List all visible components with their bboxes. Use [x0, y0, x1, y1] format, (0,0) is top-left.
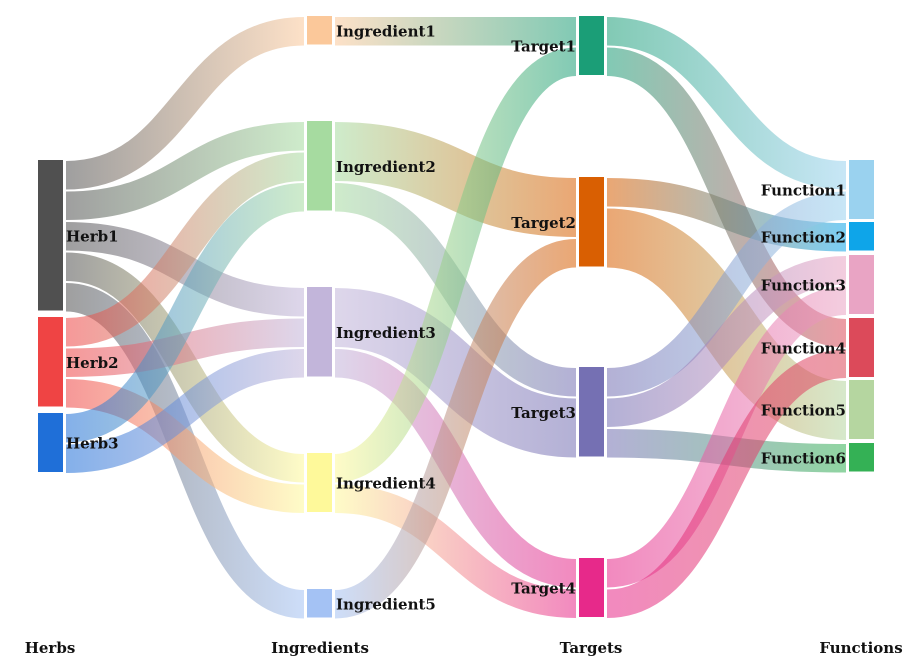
node-fn4 — [849, 318, 874, 377]
node-label-herb1: Herb1 — [66, 227, 119, 245]
node-label-fn4: Function4 — [761, 340, 846, 358]
node-tgt1 — [579, 16, 604, 75]
link-herb1-ing4 — [65, 252, 305, 483]
link-herb1-ing2 — [65, 122, 305, 220]
node-label-ing4: Ingredient4 — [336, 475, 436, 493]
link-ing4-tgt1 — [333, 47, 578, 483]
link-ing4-tgt4 — [334, 484, 577, 618]
link-ing3-tgt3 — [333, 288, 578, 458]
node-tgt2 — [579, 177, 604, 267]
node-herb2 — [38, 317, 63, 407]
node-label-fn3: Function3 — [761, 277, 846, 295]
node-ing3 — [307, 287, 332, 377]
node-label-fn6: Function6 — [761, 449, 846, 467]
link-ing2-tgt2 — [334, 122, 577, 237]
node-ing5 — [307, 589, 332, 618]
link-herb2-ing4 — [65, 379, 305, 513]
column-label-ingredients: Ingredients — [271, 639, 369, 657]
node-label-tgt4: Target4 — [511, 580, 576, 598]
link-tgt4-fn4 — [606, 349, 847, 618]
column-label-targets: Targets — [560, 639, 623, 657]
column-label-functions: Functions — [819, 639, 902, 657]
nodes-layer — [38, 16, 874, 618]
node-tgt3 — [579, 367, 604, 457]
node-herb1 — [38, 160, 63, 311]
labels-layer: Herb1 Herb2 Herb3 Ingredient1 Ingredient2 Ing… — [66, 22, 846, 613]
links-layer — [64, 17, 848, 619]
node-fn3 — [849, 255, 874, 314]
node-label-ing1: Ingredient1 — [336, 22, 436, 40]
link-herb1-ing1 — [65, 17, 305, 190]
node-label-fn2: Function2 — [761, 228, 846, 246]
link-herb3-ing3 — [65, 349, 305, 473]
link-herb2-ing3 — [65, 318, 305, 377]
node-label-tgt2: Target2 — [511, 214, 576, 232]
node-fn6 — [849, 443, 874, 472]
node-ing2 — [307, 121, 332, 211]
node-label-fn5: Function5 — [761, 402, 846, 420]
column-label-herbs: Herbs — [25, 639, 76, 657]
node-herb3 — [38, 413, 63, 472]
node-label-fn1: Function1 — [761, 182, 846, 200]
node-label-ing5: Ingredient5 — [336, 595, 436, 613]
link-tgt3-fn3 — [606, 256, 847, 427]
link-herb2-ing2 — [65, 152, 305, 347]
node-fn1 — [849, 160, 874, 219]
node-fn5 — [849, 380, 874, 439]
node-ing1 — [307, 16, 332, 45]
node-label-herb3: Herb3 — [66, 435, 119, 453]
node-fn2 — [849, 222, 874, 251]
node-label-herb2: Herb2 — [66, 354, 119, 372]
link-herb3-ing2 — [65, 183, 305, 443]
link-tgt1-fn1 — [606, 17, 847, 190]
column-labels: Herbs Ingredients Targets Functions — [25, 639, 903, 657]
link-tgt3-fn1 — [606, 191, 847, 397]
node-tgt4 — [579, 558, 604, 617]
link-tgt4-fn3 — [605, 286, 848, 588]
link-ing5-tgt2 — [333, 239, 578, 619]
link-tgt2-fn2 — [606, 178, 847, 252]
node-label-tgt3: Target3 — [511, 404, 576, 422]
node-label-tgt1: Target1 — [511, 38, 576, 56]
node-ing4 — [307, 453, 332, 512]
node-label-ing2: Ingredient2 — [336, 158, 436, 176]
node-label-ing3: Ingredient3 — [336, 324, 436, 342]
